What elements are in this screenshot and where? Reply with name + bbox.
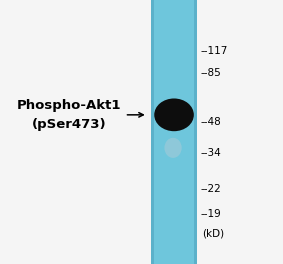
- Text: --22: --22: [201, 184, 222, 194]
- Bar: [194, 0, 197, 264]
- Text: --19: --19: [201, 209, 222, 219]
- Text: --85: --85: [201, 68, 222, 78]
- Text: --48: --48: [201, 117, 222, 127]
- Ellipse shape: [154, 98, 194, 131]
- Ellipse shape: [164, 138, 182, 158]
- Bar: [151, 0, 154, 264]
- Text: (kD): (kD): [203, 229, 225, 239]
- Text: (pSer473): (pSer473): [32, 117, 107, 131]
- Text: --117: --117: [201, 46, 228, 56]
- Text: Phospho-Akt1: Phospho-Akt1: [17, 99, 122, 112]
- Text: --34: --34: [201, 148, 222, 158]
- Bar: [151, 0, 197, 264]
